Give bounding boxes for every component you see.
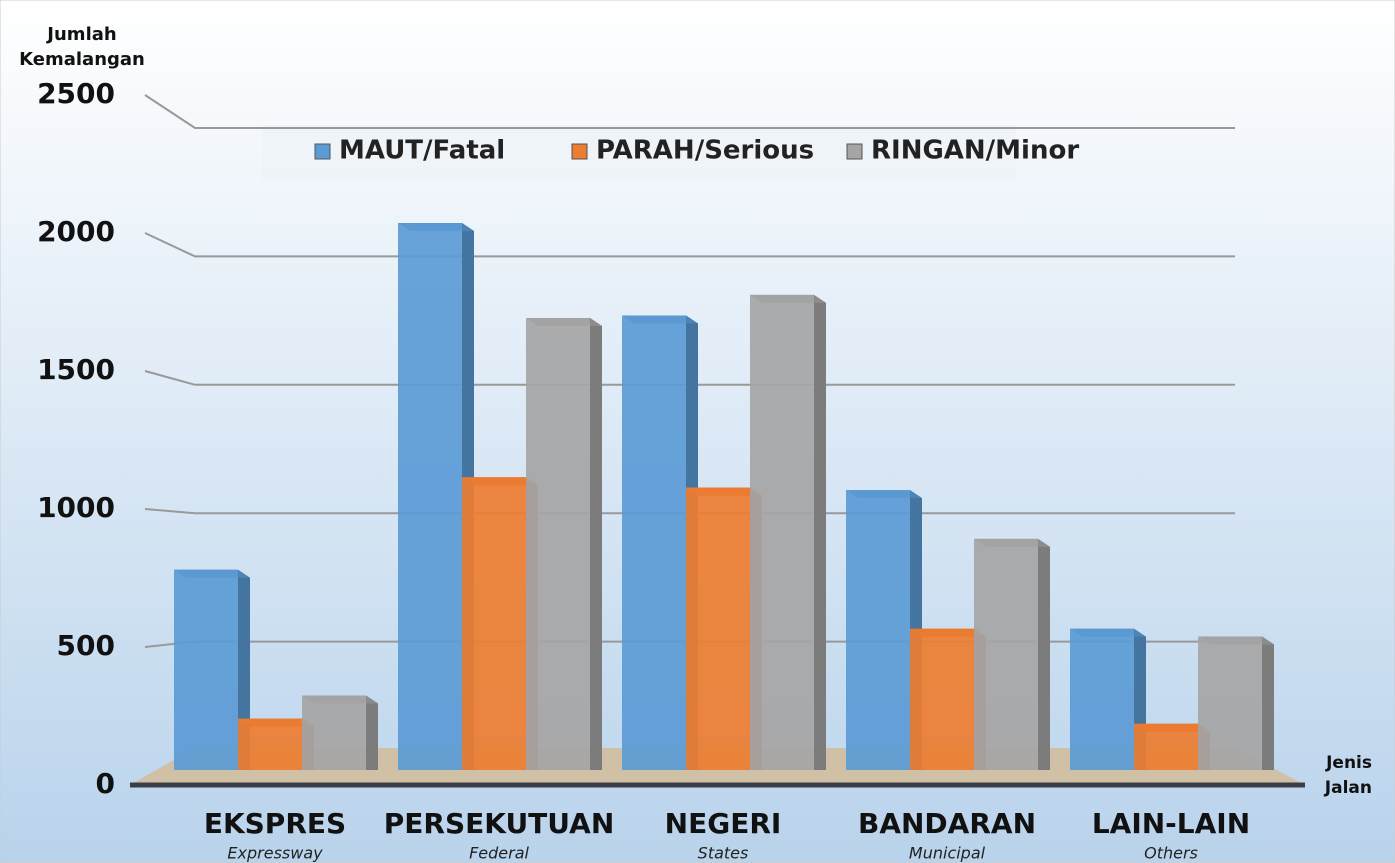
grid-line xyxy=(144,94,1235,129)
y-axis-label: Kemalangan xyxy=(19,49,145,70)
bar-side xyxy=(366,695,378,770)
bar-side xyxy=(1262,636,1274,770)
x-tick-label: BANDARAN xyxy=(858,807,1036,840)
y-tick-label: 2500 xyxy=(37,77,115,110)
legend-swatch xyxy=(571,143,588,160)
bar xyxy=(174,569,238,770)
bar xyxy=(846,490,910,770)
bar xyxy=(622,315,686,770)
x-tick-label: NEGERI xyxy=(665,807,782,840)
bar xyxy=(910,628,974,770)
bar xyxy=(398,223,462,771)
bar xyxy=(526,318,590,770)
y-tick-label: 0 xyxy=(96,767,115,800)
x-tick-label: PERSEKUTUAN xyxy=(384,807,615,840)
bar-side xyxy=(1038,538,1050,770)
x-tick-label: LAIN-LAIN xyxy=(1092,807,1250,840)
bar xyxy=(462,477,526,770)
y-tick-label: 500 xyxy=(57,629,115,662)
x-axis-label: Jalan xyxy=(1324,778,1372,798)
y-axis-label: Jumlah xyxy=(45,24,116,45)
x-axis-label: Jenis xyxy=(1325,753,1372,773)
x-tick-sublabel: Others xyxy=(1144,844,1198,863)
legend-label: PARAH/Serious xyxy=(596,136,814,166)
bar xyxy=(1070,628,1134,770)
bar xyxy=(974,538,1038,770)
y-tick-label: 2000 xyxy=(37,215,115,248)
legend-label: RINGAN/Minor xyxy=(871,136,1079,166)
bar xyxy=(1198,636,1262,770)
x-tick-sublabel: Expressway xyxy=(227,844,323,863)
grid-line xyxy=(144,232,1235,258)
bar xyxy=(1134,723,1198,770)
y-tick-label: 1500 xyxy=(37,353,115,386)
y-tick-label: 1000 xyxy=(37,491,115,524)
bar-side xyxy=(590,318,602,770)
grid-line xyxy=(144,370,1235,386)
bar xyxy=(302,695,366,770)
legend-box xyxy=(262,125,1016,180)
legend-swatch xyxy=(846,143,863,160)
legend-label: MAUT/Fatal xyxy=(339,136,505,166)
x-tick-sublabel: Municipal xyxy=(909,844,986,863)
bar xyxy=(238,718,302,770)
x-tick-sublabel: Federal xyxy=(469,844,529,863)
x-tick-sublabel: States xyxy=(698,844,749,863)
bar xyxy=(750,294,814,770)
x-tick-label: EKSPRES xyxy=(204,807,346,840)
bar-side xyxy=(814,294,826,770)
bar xyxy=(686,487,750,770)
legend-swatch xyxy=(314,143,331,160)
